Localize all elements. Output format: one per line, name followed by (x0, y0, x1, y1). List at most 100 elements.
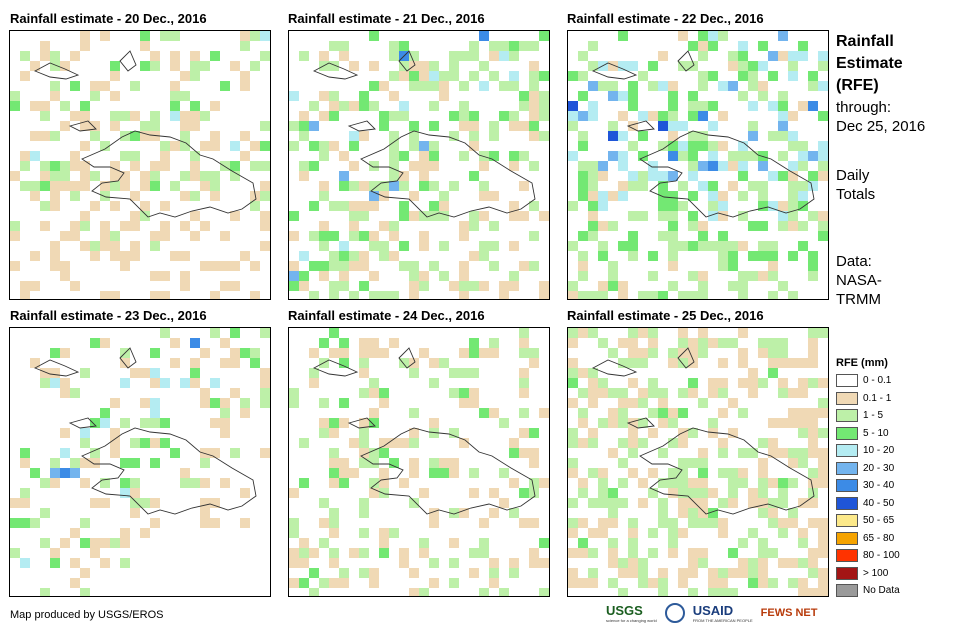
rainfall-cell (758, 221, 768, 231)
rainfall-cell (499, 418, 509, 428)
rainfall-cell (459, 271, 469, 281)
rainfall-cell (678, 578, 688, 588)
rainfall-cell (688, 388, 698, 398)
rainfall-cell (200, 508, 210, 518)
rainfall-cell (359, 458, 369, 468)
rainfall-cell (240, 251, 250, 261)
rainfall-cell (818, 448, 828, 458)
rainfall-cell (289, 231, 299, 241)
rainfall-cell (50, 91, 60, 101)
rainfall-cell (539, 211, 549, 221)
rainfall-cell (289, 211, 299, 221)
legend-title: RFE (mm) (836, 357, 888, 369)
rainfall-cell (588, 428, 598, 438)
rainfall-cell (110, 428, 120, 438)
rainfall-cell (778, 448, 788, 458)
rainfall-cell (668, 281, 678, 291)
rainfall-cell (608, 191, 618, 201)
rainfall-cell (768, 51, 778, 61)
rainfall-cell (369, 418, 379, 428)
rainfall-cell (409, 271, 419, 281)
rainfall-cell (588, 568, 598, 578)
rainfall-cell (329, 528, 339, 538)
rainfall-cell (618, 131, 628, 141)
rainfall-cell (778, 101, 788, 111)
rainfall-cell (628, 358, 638, 368)
rainfall-cell (289, 91, 299, 101)
rainfall-cell (529, 358, 539, 368)
rainfall-cell (638, 418, 648, 428)
legend-swatch (836, 391, 858, 405)
rainfall-cell (409, 121, 419, 131)
rainfall-cell (150, 458, 160, 468)
rainfall-cell (798, 558, 808, 568)
rainfall-cell (349, 161, 359, 171)
rainfall-cell (459, 398, 469, 408)
rainfall-cell (568, 121, 578, 131)
rainfall-cell (489, 41, 499, 51)
island-coastline (677, 50, 695, 72)
rainfall-cell (668, 171, 678, 181)
rainfall-cell (728, 51, 738, 61)
rainfall-cell (718, 141, 728, 151)
rainfall-cell (260, 241, 270, 251)
rainfall-cell (818, 51, 828, 61)
rainfall-cell (80, 428, 90, 438)
rainfall-cell (628, 558, 638, 568)
rainfall-cell (220, 428, 230, 438)
rainfall-cell (399, 171, 409, 181)
rainfall-cell (60, 428, 70, 438)
rainfall-cell (230, 358, 240, 368)
rainfall-cell (409, 51, 419, 61)
rainfall-cell (578, 548, 588, 558)
rainfall-cell (200, 221, 210, 231)
rainfall-cell (150, 271, 160, 281)
rainfall-cell (399, 241, 409, 251)
rainfall-cell (90, 201, 100, 211)
rainfall-cell (778, 211, 788, 221)
rainfall-cell (489, 51, 499, 61)
rainfall-cell (718, 241, 728, 251)
rainfall-cell (798, 528, 808, 538)
rainfall-cell (539, 71, 549, 81)
rainfall-cell (758, 338, 768, 348)
rainfall-cell (309, 201, 319, 211)
rainfall-cell (329, 458, 339, 468)
rainfall-cell (289, 261, 299, 271)
rainfall-cell (519, 338, 529, 348)
rainfall-cell (469, 211, 479, 221)
rainfall-cell (798, 538, 808, 548)
data-source-line-2: NASA- (836, 272, 882, 289)
rainfall-cell (379, 548, 389, 558)
rainfall-cell (588, 41, 598, 51)
rainfall-cell (728, 468, 738, 478)
rainfall-cell (688, 111, 698, 121)
rainfall-cell (299, 271, 309, 281)
rainfall-cell (788, 578, 798, 588)
rainfall-cell (10, 518, 20, 528)
rainfall-cell (718, 438, 728, 448)
rainfall-cell (668, 201, 678, 211)
rainfall-cell (658, 171, 668, 181)
rainfall-cell (638, 498, 648, 508)
rainfall-cell (768, 131, 778, 141)
rainfall-cell (489, 568, 499, 578)
rainfall-cell (389, 161, 399, 171)
rainfall-cell (289, 141, 299, 151)
rainfall-cell (738, 151, 748, 161)
legend-swatch (836, 566, 858, 580)
rainfall-cell (519, 488, 529, 498)
map-svg (10, 31, 270, 299)
rainfall-cell (678, 61, 688, 71)
rainfall-cell (349, 261, 359, 271)
rainfall-cell (509, 111, 519, 121)
rainfall-cell (140, 121, 150, 131)
rainfall-cell (289, 488, 299, 498)
rainfall-cell (728, 181, 738, 191)
rainfall-cell (409, 568, 419, 578)
rainfall-cell (768, 271, 778, 281)
rainfall-cell (658, 578, 668, 588)
rainfall-cell (808, 358, 818, 368)
rainfall-cell (758, 81, 768, 91)
rainfall-cell (748, 221, 758, 231)
